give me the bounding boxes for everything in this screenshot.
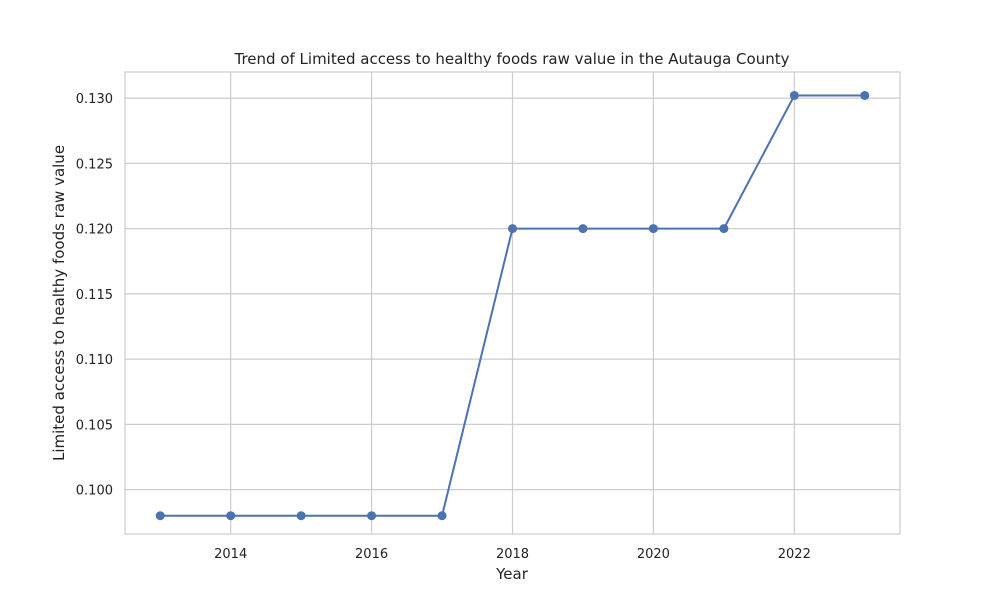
data-point bbox=[578, 224, 588, 234]
chart-title: Trend of Limited access to healthy foods… bbox=[234, 50, 790, 68]
data-point bbox=[155, 511, 165, 521]
data-point bbox=[226, 511, 236, 521]
x-tick-label: 2014 bbox=[214, 547, 247, 562]
y-tick-label: 0.115 bbox=[76, 288, 113, 303]
y-axis-label: Limited access to healthy foods raw valu… bbox=[50, 145, 68, 461]
x-tick-label: 2022 bbox=[778, 547, 811, 562]
x-tick-label: 2020 bbox=[637, 547, 670, 562]
y-tick-label: 0.125 bbox=[76, 157, 113, 172]
y-axis: 0.100 0.105 0.110 0.115 0.120 0.125 0.130 bbox=[76, 92, 113, 499]
data-point bbox=[860, 90, 870, 100]
data-point bbox=[648, 224, 658, 234]
y-tick-label: 0.110 bbox=[76, 353, 113, 368]
x-tick-label: 2018 bbox=[496, 547, 529, 562]
data-points bbox=[155, 90, 870, 521]
y-tick-label: 0.100 bbox=[76, 484, 113, 499]
y-tick-label: 0.120 bbox=[76, 223, 113, 238]
y-tick-label: 0.105 bbox=[76, 418, 113, 433]
x-tick-label: 2016 bbox=[355, 547, 388, 562]
data-point bbox=[719, 224, 729, 234]
data-point bbox=[437, 511, 447, 521]
grid-lines bbox=[125, 72, 900, 534]
y-tick-label: 0.130 bbox=[76, 92, 113, 107]
data-point bbox=[367, 511, 377, 521]
data-point bbox=[508, 224, 517, 234]
plot-frame bbox=[124, 71, 901, 535]
x-axis: 2014 2016 2018 2020 2022 bbox=[214, 547, 811, 562]
data-point bbox=[296, 511, 306, 521]
x-axis-label: Year bbox=[495, 565, 529, 583]
data-point bbox=[789, 90, 799, 100]
